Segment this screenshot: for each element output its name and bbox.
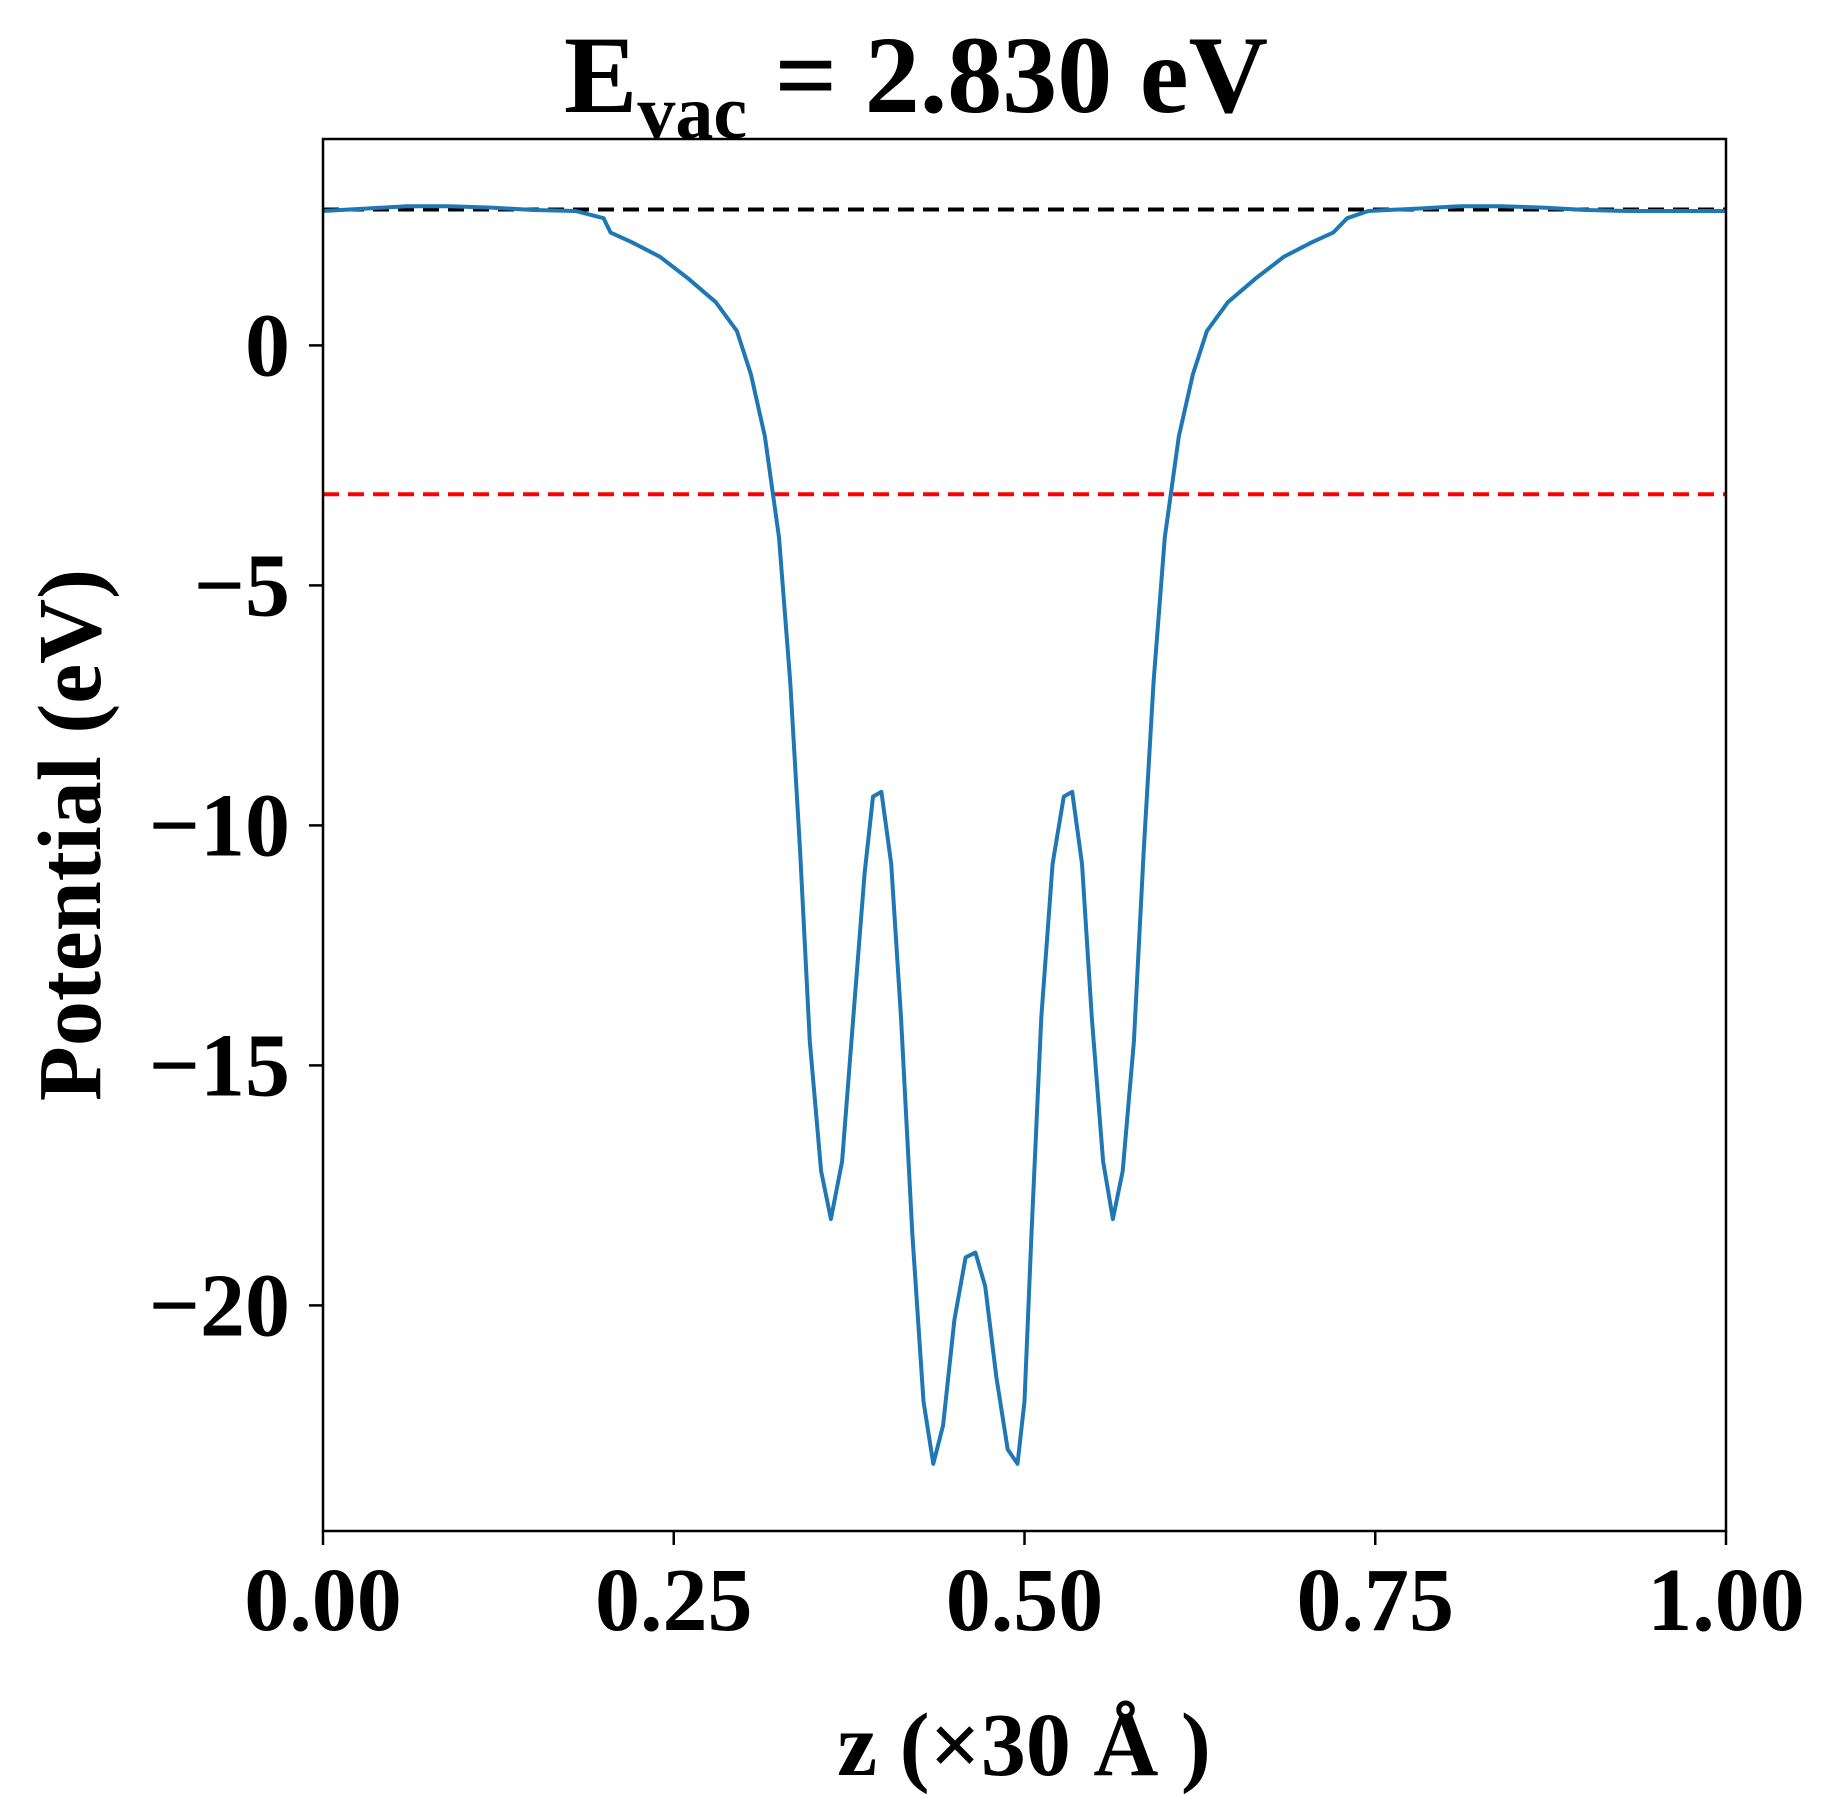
x-tick-label: 0.50 <box>946 1551 1104 1650</box>
chart-title-rest: = 2.830 eV <box>747 14 1268 136</box>
plot-frame <box>321 137 1728 1533</box>
series-line-0 <box>323 204 1726 1466</box>
x-tick-label: 0.00 <box>244 1551 402 1650</box>
x-tick-label: 1.00 <box>1647 1551 1805 1650</box>
x-tick-label: 0.75 <box>1297 1551 1455 1650</box>
chart-title-subscript: vac <box>637 71 747 155</box>
y-tick-label: −10 <box>149 776 290 875</box>
x-tick-label: 0.25 <box>595 1551 753 1650</box>
x-axis-label: z (×30 Å ) <box>837 1696 1211 1794</box>
y-tick-label: 0 <box>245 296 290 395</box>
y-axis-label: Potential (eV) <box>21 569 120 1101</box>
y-tick-label: −5 <box>194 536 290 635</box>
y-tick-label: −15 <box>149 1016 290 1115</box>
y-tick-label: −20 <box>149 1256 290 1355</box>
chart-title-main: E <box>564 14 637 136</box>
chart-title: Evac = 2.830 eV <box>564 14 1268 155</box>
